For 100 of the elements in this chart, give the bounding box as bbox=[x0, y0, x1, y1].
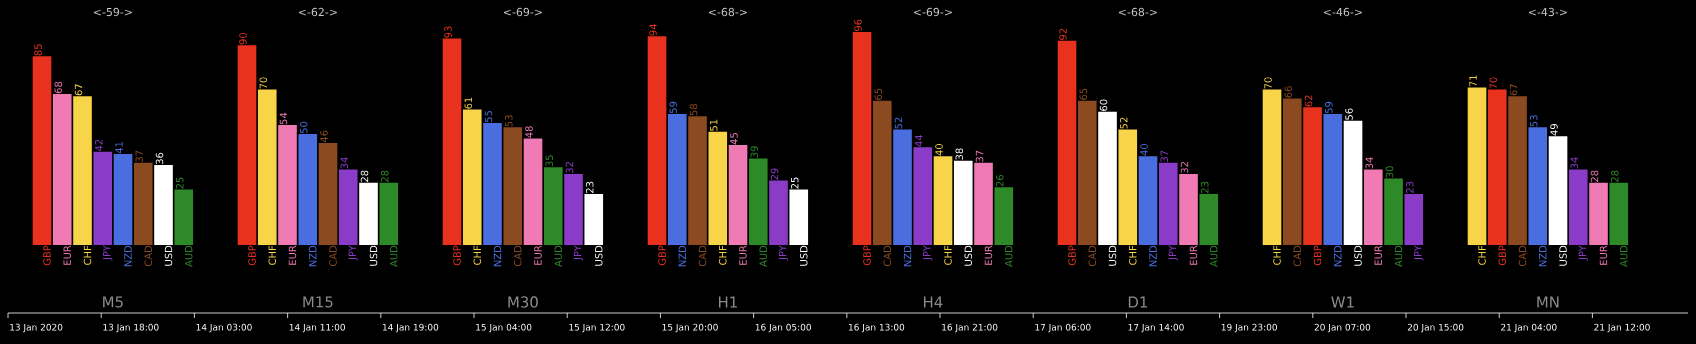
data-label: 36 bbox=[155, 152, 164, 165]
x-tick-label: JPY bbox=[1168, 245, 1178, 261]
data-label: 70 bbox=[1489, 77, 1498, 89]
x-tick-label: USD bbox=[964, 245, 973, 266]
data-label: 96 bbox=[854, 19, 862, 32]
x-tick-label: CHF bbox=[944, 245, 952, 265]
bar bbox=[769, 180, 788, 245]
data-label: 40 bbox=[1140, 143, 1148, 156]
data-label: 93 bbox=[444, 26, 452, 38]
data-label: 32 bbox=[1180, 162, 1189, 173]
bar bbox=[1077, 100, 1097, 245]
bar bbox=[543, 167, 563, 245]
data-label: 28 bbox=[1610, 170, 1619, 182]
x-tick-label: NZD bbox=[1334, 245, 1342, 267]
bar bbox=[93, 151, 113, 245]
bar bbox=[872, 100, 892, 245]
x-tick-label: NZD bbox=[678, 245, 686, 267]
x-tick-label: EUR bbox=[984, 245, 993, 265]
data-label: 23 bbox=[1405, 181, 1414, 194]
data-label: 23 bbox=[1200, 181, 1209, 194]
data-label: 53 bbox=[1530, 115, 1538, 127]
bar bbox=[52, 94, 72, 245]
x-tick-label: EUR bbox=[63, 245, 71, 265]
text: 16 Jan 21:00 bbox=[942, 323, 998, 333]
x-tick-label: USD bbox=[369, 245, 378, 266]
data-label: 37 bbox=[135, 150, 144, 162]
text: 15 Jan 20:00 bbox=[662, 323, 718, 333]
bar bbox=[1179, 173, 1198, 245]
x-axis-title: M5 bbox=[103, 296, 123, 308]
x-tick-label: GBP bbox=[43, 245, 51, 266]
bar bbox=[789, 189, 809, 245]
bar bbox=[483, 122, 502, 245]
bar bbox=[1609, 182, 1629, 245]
bar bbox=[338, 169, 358, 245]
chart-title: <-69-> bbox=[503, 7, 542, 17]
bar bbox=[564, 173, 583, 245]
x-axis-title: H1 bbox=[718, 296, 737, 308]
x-tick-label: EUR bbox=[1189, 245, 1198, 265]
bar bbox=[318, 142, 338, 245]
x-tick-label: NZD bbox=[493, 245, 502, 267]
data-label: 35 bbox=[545, 155, 554, 167]
data-label: 40 bbox=[935, 143, 943, 156]
bar bbox=[1323, 114, 1343, 245]
data-label: 68 bbox=[54, 81, 63, 94]
bar bbox=[462, 109, 482, 245]
bar bbox=[133, 162, 153, 245]
data-label: 37 bbox=[1160, 150, 1169, 162]
bar bbox=[73, 96, 92, 245]
data-label: 67 bbox=[1509, 84, 1518, 96]
x-axis-title: W1 bbox=[1331, 296, 1354, 308]
x-tick-label: USD bbox=[1108, 245, 1117, 266]
bar bbox=[1303, 107, 1322, 245]
chart-title: <-46-> bbox=[1323, 7, 1362, 17]
data-label: 54 bbox=[279, 112, 288, 125]
bar bbox=[1528, 127, 1548, 245]
x-tick-label: CAD bbox=[513, 245, 522, 267]
x-tick-label: EUR bbox=[534, 245, 542, 265]
x-tick-label: AUD bbox=[1210, 245, 1218, 267]
bar bbox=[359, 182, 378, 245]
data-label: 55 bbox=[484, 110, 493, 122]
text: 17 Jan 06:00 bbox=[1035, 323, 1091, 333]
data-label: 28 bbox=[380, 170, 389, 182]
x-tick-label: GBP bbox=[1068, 245, 1076, 266]
data-label: 42 bbox=[95, 139, 103, 152]
bar bbox=[1568, 169, 1588, 245]
x-tick-label: CHF bbox=[83, 245, 92, 265]
data-label: 90 bbox=[239, 32, 247, 45]
x-tick-label: CHF bbox=[718, 245, 727, 265]
data-label: 25 bbox=[175, 177, 184, 189]
data-label: 29 bbox=[770, 168, 779, 180]
text: 15 Jan 12:00 bbox=[569, 323, 625, 333]
x-tick-label: EUR bbox=[739, 245, 747, 265]
x-tick-label: JPY bbox=[348, 245, 358, 261]
bar bbox=[893, 129, 912, 245]
data-label: 56 bbox=[1345, 108, 1353, 120]
text: 14 Jan 11:00 bbox=[289, 323, 345, 333]
x-tick-label: JPY bbox=[1578, 245, 1588, 261]
data-label: 60 bbox=[1099, 99, 1108, 111]
x-tick-label: EUR bbox=[1374, 245, 1382, 265]
data-label: 59 bbox=[669, 101, 678, 114]
x-tick-label: USD bbox=[594, 245, 603, 266]
x-tick-label: NZD bbox=[309, 245, 317, 267]
bar bbox=[442, 38, 462, 245]
bar bbox=[647, 36, 667, 245]
data-label: 38 bbox=[955, 148, 964, 160]
x-tick-label: CAD bbox=[1088, 245, 1097, 267]
bar bbox=[503, 127, 523, 245]
bar bbox=[1363, 169, 1383, 245]
bar bbox=[1508, 96, 1527, 245]
bar bbox=[298, 134, 318, 245]
text: 17 Jan 14:00 bbox=[1128, 323, 1184, 333]
data-label: 37 bbox=[975, 150, 984, 162]
data-label: 70 bbox=[259, 77, 268, 89]
bar bbox=[852, 31, 872, 245]
chart-title: <-59-> bbox=[93, 7, 132, 17]
x-tick-label: GBP bbox=[1498, 245, 1507, 266]
x-tick-label: EUR bbox=[288, 245, 297, 265]
x-tick-label: NZD bbox=[1539, 245, 1547, 267]
data-label: 28 bbox=[1590, 170, 1599, 182]
x-tick-label: JPY bbox=[573, 245, 584, 261]
